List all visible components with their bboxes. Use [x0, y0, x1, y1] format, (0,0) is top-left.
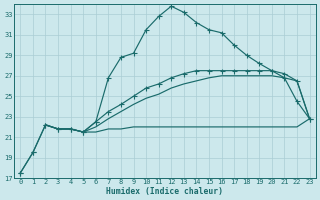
X-axis label: Humidex (Indice chaleur): Humidex (Indice chaleur)	[107, 187, 223, 196]
